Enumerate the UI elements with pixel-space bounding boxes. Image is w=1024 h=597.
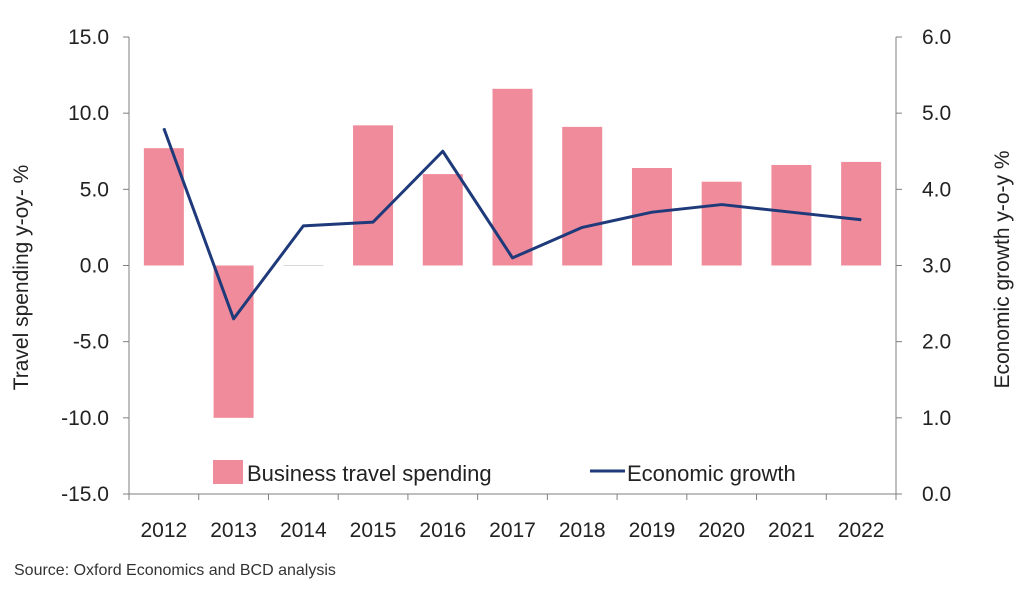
line-point-2018 [581,226,583,228]
x-tick-label: 2013 [210,519,257,542]
line-point-2012 [163,127,165,129]
right-tick-label: 4.0 [922,178,951,201]
line-point-2021 [790,211,792,213]
bar-2016 [422,174,463,266]
bar-2019 [631,168,672,266]
line-point-2017 [512,257,513,259]
legend: Business travel spending Economic growth [213,460,796,486]
source-note: Source: Oxford Economics and BCD analysi… [14,562,336,579]
tick-labels: 15.0 10.0 5.0 0.0 -5.0 -10.0 -15.0 6.0 5.0 4.0 3.0… [10,26,1014,542]
axes [123,36,902,500]
left-tick-label: -10.0 [61,407,109,430]
y-axis-title: Travel spending y-oy- % [10,165,33,391]
left-tick-label: 5.0 [80,178,109,201]
bar-2013 [213,265,254,418]
left-tick-label: 10.0 [68,102,109,125]
x-tick-label: 2012 [141,519,188,542]
bar-series [143,88,882,418]
line-series [162,127,862,321]
right-tick-label: 3.0 [922,255,951,278]
left-tick-label: 15.0 [68,26,109,49]
right-tick-label: 0.0 [922,483,951,506]
x-tick-label: 2017 [489,519,536,542]
left-tick-label: -5.0 [73,331,109,354]
x-tick-label: 2015 [350,519,397,542]
x-tick-label: 2019 [629,519,676,542]
x-tick-label: 2018 [559,519,606,542]
legend-label-bars: Business travel spending [247,461,492,486]
x-tick-label: 2014 [280,519,327,542]
line-point-2014 [302,225,304,227]
bar-2020 [701,181,742,266]
right-tick-label: 1.0 [922,407,951,430]
line-point-2019 [651,211,653,213]
x-tick-label: 2016 [419,519,466,542]
x-tick-label: 2021 [768,519,815,542]
x-tick-label: 2020 [698,519,745,542]
right-tick-label: 6.0 [922,26,951,49]
legend-label-line: Economic growth [627,461,796,486]
line-point-2016 [442,150,444,152]
right-tick-label: 5.0 [922,102,951,125]
combo-chart: 15.0 10.0 5.0 0.0 -5.0 -10.0 -15.0 6.0 5.0 4.0 3.0… [10,26,1014,542]
line-point-2022 [860,219,862,221]
line-point-2020 [721,204,723,206]
y2-axis-title: Economic growth y-o-y % [991,150,1014,388]
left-tick-label: -15.0 [61,483,109,506]
right-tick-label: 2.0 [922,331,951,354]
x-tick-label: 2022 [838,519,885,542]
bar-2015 [353,125,394,266]
line-point-2013 [233,318,235,320]
left-tick-label: 0.0 [80,255,109,278]
bar-2021 [771,164,812,266]
bar-2018 [562,126,603,266]
line-point-2015 [372,221,374,223]
legend-swatch-bars [213,460,243,484]
bar-2022 [841,161,882,266]
